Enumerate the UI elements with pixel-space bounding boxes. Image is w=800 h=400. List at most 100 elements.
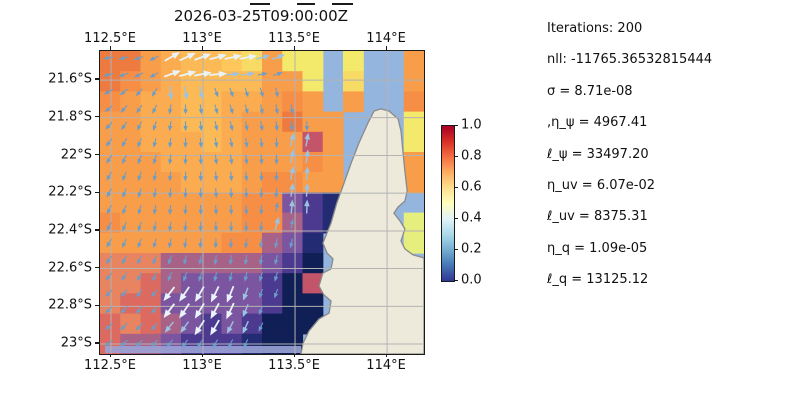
heatmap-cell: [302, 131, 324, 153]
quiver-arrowhead: [198, 176, 203, 182]
quiver-arrowhead: [259, 176, 264, 182]
heatmap-cell: [241, 91, 263, 113]
quiver-arrowhead: [152, 209, 158, 215]
quiver-arrowhead: [274, 91, 279, 98]
quiver-arrowhead: [229, 108, 234, 115]
heatmap-cell: [343, 51, 364, 72]
stat-line: η_uv = 6.07e-02: [547, 178, 656, 193]
heatmap-cell: [221, 131, 243, 153]
quiver-arrowhead: [104, 107, 111, 113]
quiver-arrowhead: [122, 242, 127, 248]
heatmap-cell: [160, 232, 182, 254]
colorbar: [441, 125, 455, 282]
heatmap-cell: [282, 253, 304, 274]
heatmap-cell: [201, 172, 223, 193]
y-tick-mark: [95, 116, 99, 118]
quiver-arrowhead: [118, 72, 125, 77]
quiver-arrowhead: [243, 243, 249, 249]
quiver-arrowhead: [183, 192, 188, 199]
quiver-arrowhead: [198, 276, 203, 282]
heatmap-cell: [262, 192, 283, 214]
heatmap-cell: [120, 131, 142, 153]
heatmap-cell: [160, 273, 182, 294]
quiver-arrowhead: [103, 55, 109, 61]
heatmap-cell: [140, 293, 162, 315]
y-tick-mark: [95, 153, 99, 156]
quiver-arrowhead: [152, 108, 157, 114]
heatmap-cell: [282, 273, 304, 294]
heatmap-cell: [181, 212, 202, 234]
quiver-arrowhead: [168, 226, 173, 232]
heatmap-cell: [140, 152, 162, 173]
heatmap-cell: [100, 313, 121, 335]
x-tick-mark-top: [293, 46, 295, 50]
heatmap-cell: [282, 51, 304, 72]
heatmap-cell: [120, 273, 142, 294]
heatmap-cell: [120, 313, 142, 335]
stat-line: ℓ_uv = 8375.31: [547, 209, 648, 224]
quiver-arrowhead: [213, 226, 219, 232]
quiver-arrowhead: [262, 71, 268, 77]
quiver-arrowhead: [167, 93, 174, 101]
quiver-arrowhead: [229, 142, 234, 148]
x-tick-mark-top: [385, 46, 387, 50]
heatmap-cell: [241, 172, 263, 193]
quiver-arrowhead: [228, 276, 233, 282]
quiver-arrowhead: [106, 225, 112, 232]
quiver-arrowhead: [229, 91, 234, 98]
quiver-arrowhead: [242, 326, 248, 334]
map-canvas: [100, 51, 424, 354]
quiver-arrowhead: [243, 342, 248, 349]
heatmap-cell: [120, 51, 142, 72]
quiver-arrowhead: [183, 142, 188, 149]
quiver-arrowhead: [121, 124, 126, 131]
quiver-arrowhead: [277, 71, 283, 77]
heatmap-cell: [100, 51, 121, 72]
heatmap-cell: [403, 172, 424, 193]
quiver-arrowhead: [233, 53, 243, 61]
heatmap-cell: [100, 71, 121, 92]
colorbar-tick-mark: [454, 218, 458, 220]
heatmap-cell: [262, 212, 283, 234]
quiver-arrowhead: [274, 242, 279, 249]
quiver-arrowhead: [213, 276, 218, 282]
quiver-arrowhead: [183, 226, 188, 232]
heatmap-cell: [302, 212, 324, 234]
heatmap-cell: [403, 131, 424, 153]
quiver-layer: [103, 52, 310, 349]
colorbar-tick-mark: [454, 187, 458, 189]
quiver-arrowhead: [210, 310, 218, 319]
x-tick-label-bottom: 113.5°E: [268, 358, 321, 373]
y-tick-label: 22°S: [60, 147, 92, 163]
quiver-arrowhead: [259, 91, 264, 98]
stat-line: ,η_ψ = 4967.41: [547, 115, 648, 130]
quiver-arrowhead: [121, 158, 127, 165]
heatmap-cell: [403, 212, 424, 234]
quiver-arrowhead: [289, 242, 294, 249]
y-tick-label: 22.6°S: [48, 260, 92, 276]
heatmap-cell: [160, 131, 182, 153]
quiver-arrowhead: [183, 242, 188, 249]
quiver-arrowhead: [150, 291, 156, 298]
quiver-arrowhead: [136, 107, 142, 114]
heatmap-cell: [241, 152, 263, 173]
heatmap-cell: [403, 51, 424, 72]
quiver-arrowhead: [289, 108, 295, 115]
heatmap-cell: [403, 71, 424, 92]
quiver-arrowhead: [187, 70, 197, 77]
quiver-arrowhead: [226, 293, 234, 303]
heatmap-cell: [262, 111, 283, 133]
heatmap-cell: [322, 111, 344, 133]
quiver-arrowhead: [172, 70, 181, 77]
quiver-arrowhead: [289, 125, 294, 132]
stat-line: ℓ_ψ = 33497.20: [547, 147, 649, 162]
colorbar-tick-label: 1.0: [461, 117, 482, 133]
quiver-arrowhead: [304, 166, 310, 174]
x-tick-label-top: 114°E: [366, 31, 406, 46]
quiver-arrowhead: [106, 208, 112, 215]
quiver-arrowhead: [198, 259, 203, 266]
quiver-arrowhead: [198, 125, 204, 132]
heatmap-cell: [282, 313, 304, 335]
heatmap-cell: [221, 111, 243, 133]
heatmap-cell: [140, 253, 162, 274]
